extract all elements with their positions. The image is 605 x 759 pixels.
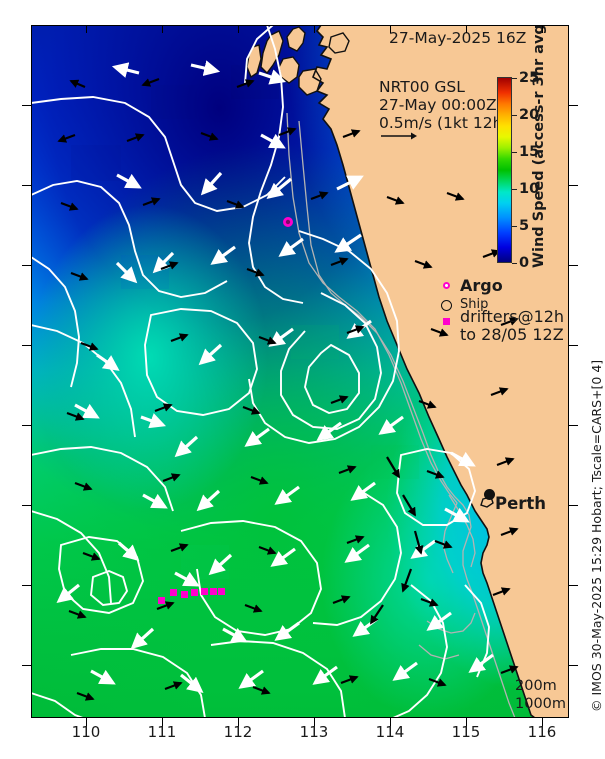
drifter-legend-label-2: to 28/05 12Z [460,325,564,344]
ship-legend-icon [441,300,452,311]
y-tick-mark-right [569,105,578,106]
colorbar-label-15: 15 [519,144,540,160]
drifter-legend-label-1: drifters@12h [460,307,565,326]
map-plot-area[interactable]: 27-May-2025 16Z NRT00 GSL 27-May 00:00Z … [31,25,569,718]
x-tick-mark [162,718,163,726]
y-tick-mark-right [569,665,578,666]
x-tick-mark [390,718,391,726]
x-tick-mark [238,718,239,726]
perth-city-marker [484,489,495,500]
colorbar-label-5: 5 [519,218,530,234]
source-line-2: 27-May 00:00Z [379,96,497,114]
source-line-3: 0.5m/s (1kt 12h [379,114,503,132]
x-tick-label: 112 [223,723,253,741]
y-tick-mark [22,185,31,186]
x-tick-mark-top [466,25,467,33]
colorbar-tick [512,226,517,227]
credit-text: © IMOS 30-May-2025 15:29 Hobart; Tscale=… [589,359,604,712]
x-tick-mark [542,718,543,726]
x-tick-mark-top [162,25,163,33]
y-tick-mark [22,345,31,346]
x-tick-mark-top [390,25,391,33]
y-tick-mark [22,585,31,586]
ship-legend-label: Ship [460,297,489,312]
y-tick-mark-right [569,505,578,506]
colorbar-tick [512,115,517,116]
y-tick-mark-right [569,345,578,346]
y-tick-mark [22,665,31,666]
x-tick-label: 116 [527,723,557,741]
colorbar-label-25: 25 [519,70,540,86]
x-tick-mark-top [314,25,315,33]
colorbar-label-0: 0 [519,255,530,271]
colorbar-tick [512,189,517,190]
x-tick-label: 115 [451,723,481,741]
y-tick-mark-right [569,185,578,186]
colorbar-label-10: 10 [519,181,540,197]
arrow-right-icon [381,132,417,140]
colorbar-gradient [497,77,512,263]
y-tick-mark-right [569,585,578,586]
depth-label-1000m: 1000m [515,696,567,712]
date-stamp: 27-May-2025 16Z [389,29,527,47]
drifter-legend-icon [443,318,450,325]
depth-label-200m: 200m [515,678,557,694]
y-tick-mark-right [569,425,578,426]
drifter-track-markers [158,588,225,604]
colorbar-tick [512,78,517,79]
argo-float-marker [283,217,293,227]
source-line-1: NRT00 GSL [379,78,465,96]
x-tick-mark [466,718,467,726]
current-and-wind-vectors [56,60,519,701]
y-tick-mark [22,265,31,266]
y-tick-mark-right [569,265,578,266]
colorbar-tick [512,263,517,264]
x-tick-mark-top [238,25,239,33]
x-tick-label: 110 [71,723,101,741]
argo-legend-icon [443,282,450,289]
colorbar-tick [512,152,517,153]
y-tick-mark [22,105,31,106]
x-tick-label: 114 [375,723,405,741]
x-tick-label: 111 [147,723,177,741]
colorbar-title: Wind Speed (access-r 3hr avg) [531,25,547,268]
x-tick-mark [86,718,87,726]
x-tick-mark-top [86,25,87,33]
x-tick-mark [314,718,315,726]
platform-markers[interactable] [31,25,569,718]
x-tick-mark-top [542,25,543,33]
x-tick-label: 113 [299,723,329,741]
perth-label: Perth [495,494,547,513]
y-tick-mark [22,425,31,426]
colorbar-label-20: 20 [519,107,540,123]
y-tick-mark [22,505,31,506]
argo-legend-label: Argo [460,276,503,295]
